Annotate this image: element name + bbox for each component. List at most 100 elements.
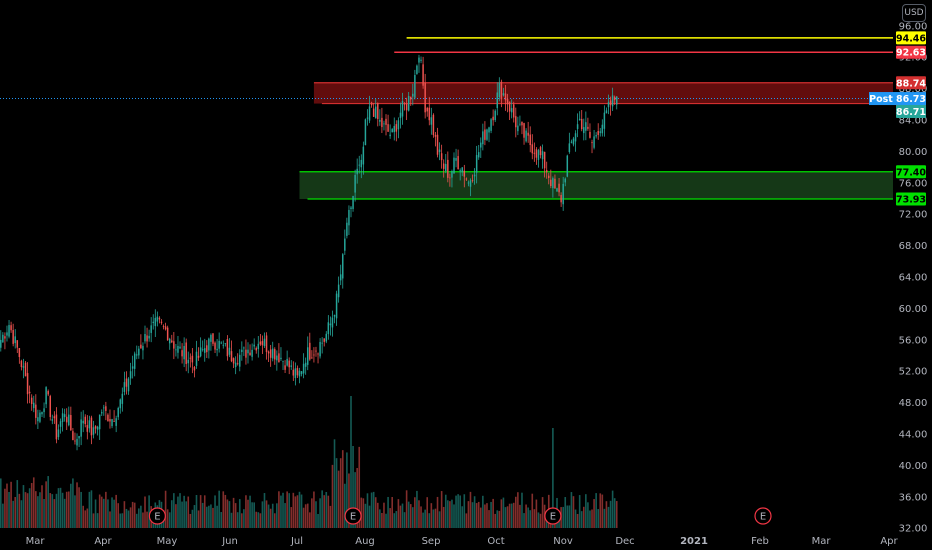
candle	[329, 316, 332, 336]
volume-bar	[222, 491, 225, 528]
volume-bar	[374, 497, 377, 528]
candle	[362, 141, 365, 175]
candle	[414, 69, 416, 100]
earnings-marker[interactable]: E	[544, 507, 562, 525]
volume-bar	[2, 503, 4, 528]
candle	[358, 155, 360, 174]
candle	[412, 83, 414, 106]
volume-bar	[271, 503, 274, 528]
volume-bar	[296, 495, 299, 528]
candle	[65, 408, 68, 430]
volume-bar	[358, 446, 361, 528]
price-axis[interactable]: 32.00 36.00 40.00 44.00 48.00 52.00 56.00 60.00…	[899, 21, 928, 534]
volume-bar	[123, 501, 126, 528]
candle	[57, 424, 60, 440]
volume-bar	[572, 496, 575, 528]
candle	[323, 338, 325, 347]
candle	[263, 332, 266, 349]
candle	[535, 147, 538, 165]
candle	[377, 102, 379, 127]
volume-bar	[335, 458, 338, 528]
earnings-marker[interactable]: E	[148, 507, 166, 525]
candle	[424, 73, 426, 119]
price-tick-label: 32.00	[899, 524, 928, 535]
candle	[471, 174, 474, 183]
candle	[335, 290, 338, 326]
time-tick-label: Jun	[221, 536, 238, 547]
volume-bar	[220, 512, 223, 528]
candle	[469, 178, 472, 197]
candle	[88, 415, 91, 433]
volume-bar	[168, 512, 171, 528]
candle	[504, 84, 507, 111]
volume-bar	[362, 498, 365, 528]
volume-bar	[249, 495, 251, 528]
candle	[123, 371, 126, 396]
candle	[583, 118, 585, 141]
volume-bar	[535, 499, 538, 528]
candle	[383, 120, 385, 131]
candle	[510, 99, 513, 119]
candle	[309, 332, 311, 361]
candle	[348, 205, 350, 235]
candle	[368, 95, 371, 124]
earnings-marker[interactable]: E	[344, 507, 362, 525]
candle	[591, 139, 593, 154]
candle	[158, 316, 161, 324]
candle	[173, 332, 175, 360]
volume-bar	[440, 491, 443, 528]
volume-bar	[238, 499, 241, 528]
volume-bar	[236, 512, 239, 528]
earnings-marker[interactable]: E	[754, 507, 772, 525]
candle	[545, 161, 548, 179]
candle	[420, 56, 422, 64]
volume-bar	[459, 495, 461, 528]
price-axis-tags: 88.7486.0977.4073.9394.4692.63Post86.738…	[869, 31, 926, 206]
volume-bar	[401, 503, 404, 528]
svg-text:E: E	[760, 512, 766, 523]
candle	[496, 82, 499, 116]
volume-bar	[98, 494, 101, 528]
volume-bar	[397, 499, 400, 528]
candle	[30, 394, 33, 411]
candle	[603, 105, 606, 137]
price-tick-label: 40.00	[899, 461, 928, 472]
candle	[290, 360, 293, 370]
volume-bar	[241, 513, 243, 528]
candle	[337, 276, 340, 303]
post-market-tag: Post 86.73	[869, 92, 926, 106]
volume-bar	[537, 512, 540, 528]
time-axis[interactable]: Mar Apr May Jun Jul Aug Sep Oct Nov Dec 2021 Feb Mar…	[26, 536, 899, 547]
candle	[41, 411, 43, 418]
candle	[543, 151, 546, 178]
volume-bar	[234, 503, 237, 528]
volume-bar	[477, 501, 480, 528]
currency-button[interactable]: USD	[902, 4, 926, 22]
time-tick-label: Oct	[487, 536, 504, 547]
volume-bar	[86, 508, 89, 528]
volume-bar	[107, 499, 109, 528]
candle	[302, 353, 305, 379]
volume-bar	[111, 497, 113, 528]
volume-bar	[224, 494, 227, 528]
candle	[313, 347, 315, 363]
time-tick-label: Jul	[290, 536, 303, 547]
volume-bar	[214, 495, 216, 528]
volume-bar	[385, 513, 387, 528]
candle	[251, 343, 253, 361]
time-tick-label: Mar	[26, 536, 46, 547]
candle	[418, 54, 420, 73]
candle	[220, 341, 222, 345]
volume-bar	[304, 504, 307, 528]
volume-bar	[232, 497, 235, 528]
candlesticks	[0, 54, 618, 451]
candle	[541, 144, 544, 169]
volume-bar	[140, 505, 142, 528]
volume-bar	[10, 481, 12, 528]
volume-bar	[391, 496, 393, 528]
candle	[82, 410, 84, 433]
zone-top-tag: 88.74	[896, 76, 926, 90]
candle	[346, 217, 348, 239]
